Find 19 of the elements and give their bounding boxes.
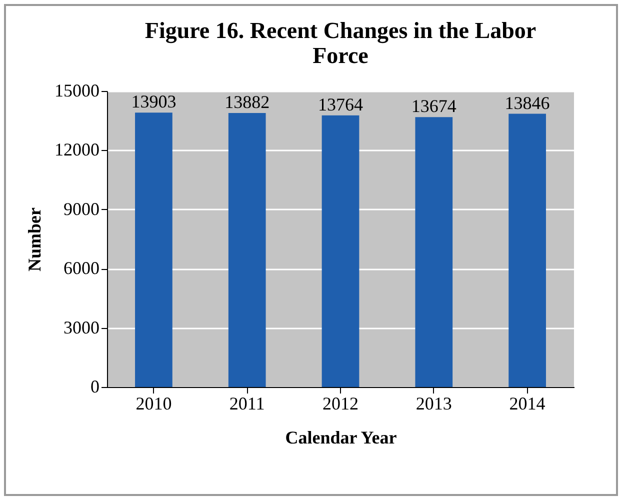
x-tick-label: 2013 — [416, 394, 452, 414]
data-label: 13846 — [504, 92, 550, 113]
y-tick-label: 6000 — [64, 258, 100, 278]
data-label: 13764 — [318, 94, 363, 114]
y-tick-label: 12000 — [54, 140, 100, 160]
x-tick-label: 2014 — [509, 394, 546, 414]
chart-title: Figure 16. Recent Changes in the Labor Force — [144, 18, 536, 68]
y-axis-title: Number — [24, 207, 44, 272]
y-tick-label: 3000 — [64, 317, 100, 338]
data-label: 13674 — [411, 96, 456, 116]
x-tick-label: 2011 — [229, 394, 265, 414]
data-label: 13903 — [131, 92, 176, 112]
y-tick-label: 0 — [90, 376, 100, 396]
x-axis-title: Calendar Year — [285, 428, 397, 448]
data-label: 13882 — [224, 92, 270, 112]
x-tick-label: 2010 — [136, 394, 172, 414]
x-tick-label: 2012 — [322, 394, 358, 414]
y-tick-label: 9000 — [64, 198, 100, 219]
y-tick-label: 15000 — [54, 80, 100, 100]
